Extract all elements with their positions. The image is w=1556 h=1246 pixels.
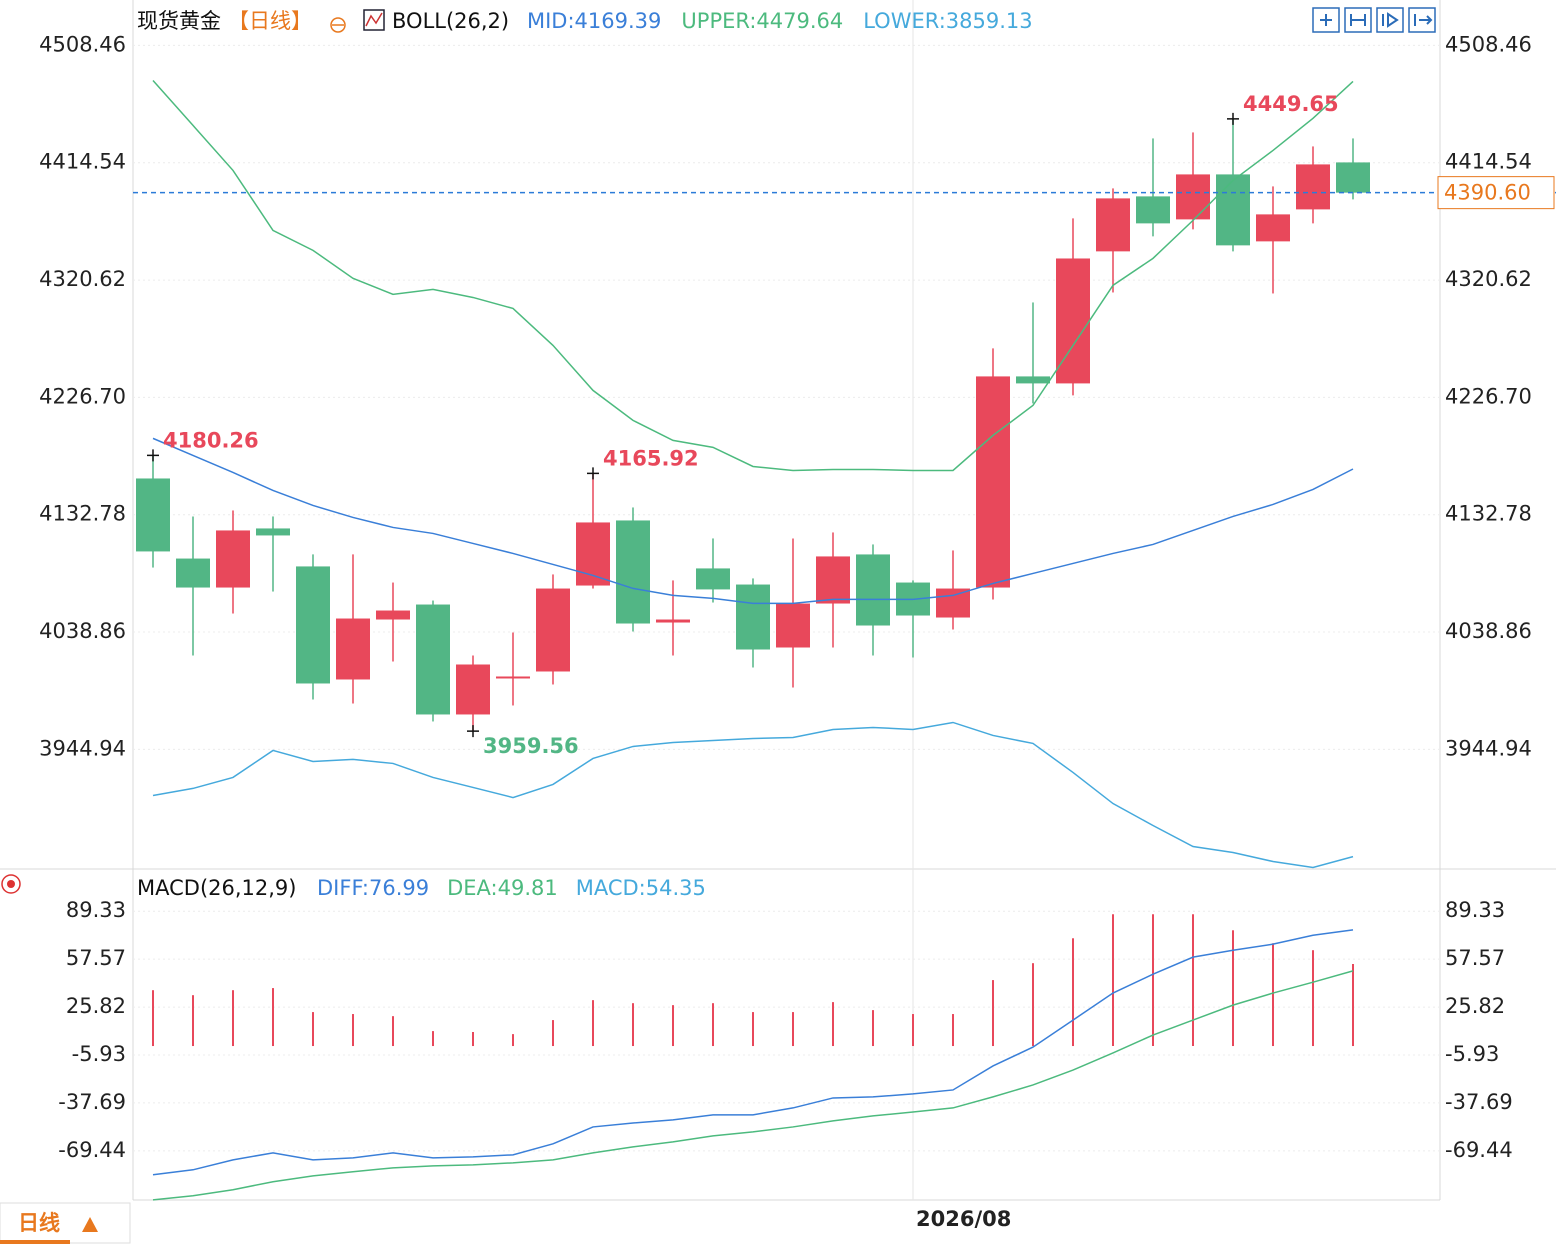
candle-body [1256,214,1290,242]
candle-body [696,568,730,590]
candle-body [736,584,770,650]
high-label: 4165.92 [603,446,699,470]
candle-body [256,528,290,536]
y-tick-label-right: 4132.78 [1445,502,1532,526]
toolbar-icon [1320,14,1332,26]
y-tick-label: 57.57 [66,946,126,970]
candle-body [1296,164,1330,210]
legend-entry: DIFF:76.99 [317,876,429,900]
y-tick-label: -5.93 [72,1042,126,1066]
candle-body [976,376,1010,588]
extreme-marker [1227,112,1239,125]
toolbar [1312,7,1436,33]
candle-body [1176,174,1210,220]
y-tick-label-right: 89.33 [1445,898,1505,922]
candle-body [856,554,890,626]
collapse-icon[interactable] [330,17,346,33]
legend-entry: LOWER:3859.13 [863,9,1032,33]
toolbar-icon [1350,14,1366,26]
indicator-icon-line [365,12,383,27]
y-tick-label: 4038.86 [39,619,126,643]
period-label: 【日线】 [228,9,312,33]
candle-body [616,520,650,624]
tab-label[interactable]: 日线 [18,1211,60,1235]
y-tick-label: 4132.78 [39,502,126,526]
candle-body [1336,162,1370,193]
tab-box[interactable] [0,1202,131,1244]
instrument-title: 现货黄金 [137,9,221,33]
candle-body [656,619,690,623]
indicator-title: BOLL(26,2) [392,9,509,33]
y-tick-label: 4508.46 [39,32,126,56]
candle-body [936,588,970,618]
y-tick-label-right: 3944.94 [1445,736,1532,760]
y-tick-label: 25.82 [66,994,126,1018]
boll-line [152,79,1354,472]
y-tick-label: 89.33 [66,898,126,922]
macd-line [152,929,1354,1176]
y-tick-label: -69.44 [58,1138,126,1162]
tab-underline [0,1240,70,1244]
candle-body [296,566,330,684]
extreme-marker [147,449,159,462]
candle-body [216,530,250,588]
legend-entry: MID:4169.39 [527,9,661,33]
macd-line [152,970,1354,1201]
candle-body [776,603,810,648]
candle-body [336,618,370,680]
y-tick-label-right: 4414.54 [1445,150,1532,174]
legend-entry: UPPER:4479.64 [681,9,843,33]
candle-body [416,604,450,715]
candle-body [496,676,530,679]
settings-icon-dot [7,880,15,888]
y-tick-label-right: 25.82 [1445,994,1505,1018]
candle-body [1136,196,1170,224]
x-tick-label: 2026/08 [916,1207,1011,1231]
low-label: 3959.56 [483,734,579,758]
candle-body [536,588,570,672]
high-label: 4180.26 [163,428,259,452]
y-tick-label: 4414.54 [39,150,126,174]
candle-body [1056,258,1090,384]
y-tick-label-right: 4320.62 [1445,267,1532,291]
y-tick-label: 4320.62 [39,267,126,291]
header: 现货黄金 【日线】 BOLL(26,2) [137,9,509,33]
toolbar-icon [1382,12,1399,28]
candle-body [456,664,490,715]
legend-entry: DEA:49.81 [447,876,558,900]
candle-body [1016,376,1050,384]
y-tick-label: -37.69 [58,1090,126,1114]
candle-body [1216,174,1250,246]
candle-body [376,610,410,620]
macd-title: MACD(26,12,9) [137,876,297,900]
candle-body [136,478,170,552]
y-tick-label-right: -37.69 [1445,1090,1513,1114]
y-tick-label: 3944.94 [39,736,126,760]
candle-body [816,556,850,604]
boll-line [152,437,1354,605]
last-price-label: 4390.60 [1444,181,1531,205]
toolbar-button[interactable] [1376,7,1404,33]
y-tick-label-right: 4508.46 [1445,32,1532,56]
boll-line [152,721,1354,869]
macd-icon [1,874,21,894]
candle-body [176,558,210,588]
extreme-marker [587,467,599,480]
y-tick-label-right: 4226.70 [1445,384,1532,408]
candle-body [1096,198,1130,252]
high-label: 4449.65 [1243,92,1339,116]
tab-arrow [82,1217,98,1232]
y-tick-label-right: -69.44 [1445,1138,1513,1162]
last-price-box [1437,176,1555,210]
legend-entry: MACD:54.35 [576,876,706,900]
settings-icon[interactable] [1,874,21,894]
period-tab: 日线 [0,1202,131,1244]
y-tick-label: 4226.70 [39,384,126,408]
extreme-marker [467,725,479,738]
y-tick-label-right: 57.57 [1445,946,1505,970]
y-tick-label-right: -5.93 [1445,1042,1499,1066]
toolbar-icon [1414,14,1433,26]
y-tick-label-right: 4038.86 [1445,619,1532,643]
